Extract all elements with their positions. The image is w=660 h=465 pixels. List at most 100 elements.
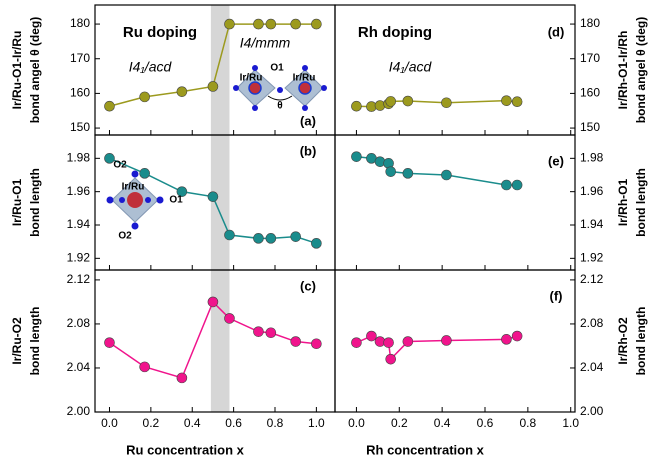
x-tick-label: 0.0 <box>101 416 118 430</box>
x-axis-label: Ru concentration x <box>126 442 245 457</box>
data-point <box>351 337 362 348</box>
inset-middle <box>106 170 164 230</box>
data-point <box>265 233 277 244</box>
y-axis-label: Ir/Rh-O1 <box>616 179 630 227</box>
panel-label: (b) <box>300 143 317 158</box>
data-point <box>265 18 277 30</box>
atom <box>145 197 151 203</box>
atom <box>252 65 258 71</box>
angle-arc <box>267 95 293 101</box>
y-tick-label: 1.96 <box>580 184 604 198</box>
y-axis-label: Ir/Ru-O1-Ir/Ru <box>10 31 24 110</box>
data-point <box>311 338 322 350</box>
data-point <box>374 156 386 167</box>
y-tick-label: 160 <box>580 86 600 100</box>
phase-label: I4/mmm <box>240 35 291 51</box>
phase-band <box>210 135 230 270</box>
y-tick-label: 2.00 <box>580 404 604 418</box>
y-axis-label: bond angel θ (deg) <box>28 17 42 123</box>
data-point <box>265 327 277 339</box>
phase-band <box>210 270 230 412</box>
y-tick-label: 180 <box>70 16 90 30</box>
data-point <box>385 166 397 177</box>
y-axis-label: Ir/Rh-O1-Ir/Rh <box>616 31 630 110</box>
data-point <box>441 97 452 109</box>
data-point <box>224 229 235 241</box>
data-point <box>176 372 188 384</box>
atom <box>106 196 114 204</box>
data-point <box>290 231 301 242</box>
data-point <box>207 81 219 92</box>
data-point <box>501 334 512 345</box>
y-tick-label: 2.08 <box>580 316 604 330</box>
phase-label: I4₁/acd <box>389 59 433 75</box>
data-point <box>385 96 397 107</box>
inset-label: Ir/Ru <box>240 73 263 84</box>
data-point <box>253 18 264 30</box>
inset-label: Ir/Ru <box>122 182 145 193</box>
data-point <box>351 151 362 162</box>
y-axis-label: bond length <box>634 307 648 376</box>
x-tick-label: 1.0 <box>562 416 579 430</box>
y-tick-label: 1.96 <box>67 184 91 198</box>
panel-title: Rh doping <box>358 24 432 41</box>
y-tick-label: 2.04 <box>67 360 91 374</box>
y-axis-label: bond angel θ (deg) <box>634 17 648 123</box>
y-tick-label: 170 <box>580 51 600 65</box>
inset-label: O1 <box>270 63 284 74</box>
data-point <box>511 330 523 342</box>
y-tick-label: 1.92 <box>580 251 604 265</box>
x-tick-label: 0.4 <box>184 416 201 430</box>
y-tick-label: 150 <box>580 120 600 134</box>
y-tick-label: 2.12 <box>67 272 91 286</box>
data-point <box>290 18 301 30</box>
data-point <box>511 96 523 108</box>
data-point <box>253 233 264 244</box>
data-point <box>290 336 301 347</box>
data-point <box>366 330 377 342</box>
data-point <box>104 100 115 112</box>
data-point <box>501 95 512 106</box>
x-tick-label: 0.0 <box>348 416 365 430</box>
data-point <box>176 86 188 97</box>
data-point <box>402 336 414 347</box>
data-point <box>374 100 386 111</box>
phase-label: I4₁/acd <box>129 59 173 75</box>
atom <box>321 85 327 91</box>
data-point <box>224 313 235 324</box>
data-point <box>104 337 115 348</box>
y-axis-label: Ir/Rh-O2 <box>616 317 630 365</box>
y-axis-label: bond length <box>28 168 42 237</box>
y-tick-label: 160 <box>70 86 90 100</box>
y-tick-label: 2.00 <box>67 404 91 418</box>
inset-label: θ <box>277 101 282 112</box>
atom <box>248 81 262 95</box>
x-tick-label: 0.4 <box>434 416 451 430</box>
y-tick-label: 2.04 <box>580 360 604 374</box>
panel-label: (f) <box>550 288 563 303</box>
data-point <box>441 169 452 181</box>
x-tick-label: 0.8 <box>520 416 537 430</box>
x-tick-label: 0.6 <box>225 416 242 430</box>
atom <box>302 65 308 71</box>
panel-title: Ru doping <box>123 24 197 41</box>
x-tick-label: 0.6 <box>477 416 494 430</box>
y-axis-label: bond length <box>634 168 648 237</box>
panel-label: (a) <box>300 113 316 128</box>
y-tick-label: 1.94 <box>580 217 604 231</box>
y-axis-label: Ir/Ru-O1 <box>10 179 24 227</box>
data-point <box>139 91 150 103</box>
data-point <box>383 337 394 348</box>
y-tick-label: 180 <box>580 16 600 30</box>
data-point <box>176 186 188 197</box>
y-tick-label: 1.98 <box>580 151 604 165</box>
data-point <box>207 191 219 202</box>
atom <box>302 105 308 111</box>
data-point <box>441 335 452 346</box>
atom <box>127 192 143 208</box>
inset-label: O2 <box>113 160 127 171</box>
atom <box>277 87 283 93</box>
data-point <box>207 296 219 308</box>
